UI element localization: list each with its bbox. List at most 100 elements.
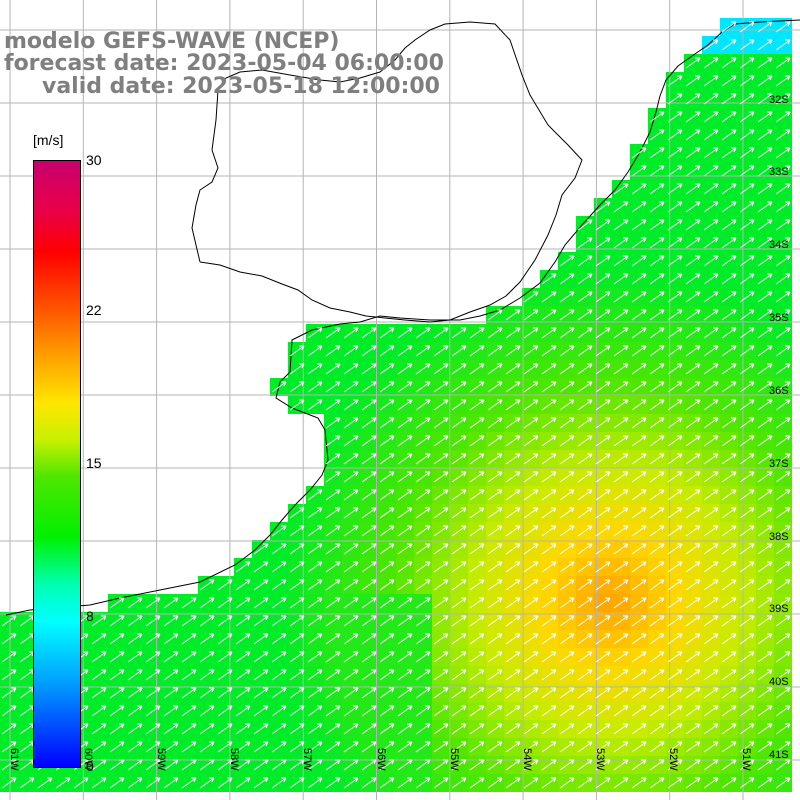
wind-arrow	[721, 777, 737, 789]
wind-arrow	[415, 561, 431, 573]
wind-arrow	[685, 579, 701, 591]
wind-arrow	[739, 615, 755, 627]
wind-arrow	[145, 615, 161, 627]
wind-arrow	[469, 453, 485, 465]
lon-label: 54W	[521, 748, 533, 771]
wind-arrow	[217, 597, 233, 609]
wind-arrow	[559, 417, 575, 429]
wind-arrow	[667, 489, 683, 501]
wind-arrow	[469, 561, 485, 573]
wind-arrow	[361, 669, 377, 681]
wind-arrow	[775, 111, 791, 123]
wind-arrow	[523, 543, 539, 555]
wind-arrow	[757, 597, 773, 609]
wind-arrow	[289, 615, 305, 627]
wind-arrow	[703, 561, 719, 573]
wind-arrow	[325, 399, 341, 411]
lat-label: 32S	[769, 94, 789, 106]
wind-arrow	[145, 777, 161, 789]
wind-arrow	[541, 417, 557, 429]
wind-arrow	[271, 723, 287, 735]
wind-arrow	[487, 687, 503, 699]
wind-arrow	[559, 561, 575, 573]
wind-arrow	[577, 345, 593, 357]
wind-arrow	[379, 435, 395, 447]
wind-arrow	[541, 435, 557, 447]
wind-arrow	[541, 453, 557, 465]
wind-arrow	[217, 741, 233, 753]
wind-arrow	[325, 561, 341, 573]
wind-arrow	[721, 633, 737, 645]
wind-arrow	[721, 687, 737, 699]
wind-arrow	[307, 597, 323, 609]
wind-arrow	[109, 705, 125, 717]
wind-arrow	[109, 687, 125, 699]
wind-arrow	[685, 237, 701, 249]
wind-arrow	[253, 669, 269, 681]
wind-arrow	[649, 741, 665, 753]
wind-arrow	[235, 777, 251, 789]
wind-arrow	[559, 453, 575, 465]
wind-arrow	[253, 741, 269, 753]
wind-arrow	[739, 255, 755, 267]
wind-arrow	[739, 219, 755, 231]
wind-arrow	[577, 237, 593, 249]
wind-arrow	[649, 777, 665, 789]
wind-arrow	[757, 507, 773, 519]
wind-arrow	[325, 363, 341, 375]
wind-arrow	[523, 687, 539, 699]
wind-arrow	[379, 741, 395, 753]
wind-arrow	[451, 525, 467, 537]
lon-label: 61W	[8, 748, 20, 771]
wind-arrow	[667, 219, 683, 231]
wind-arrow	[199, 777, 215, 789]
wind-arrow	[145, 669, 161, 681]
wind-arrow	[631, 579, 647, 591]
wind-arrow	[325, 345, 341, 357]
wind-arrow	[469, 669, 485, 681]
wind-arrow	[577, 453, 593, 465]
wind-arrow	[595, 543, 611, 555]
wind-arrow	[487, 669, 503, 681]
wind-arrow	[523, 363, 539, 375]
wind-arrow	[667, 507, 683, 519]
wind-arrow	[73, 777, 89, 789]
wind-arrow	[91, 615, 107, 627]
wind-arrow	[523, 435, 539, 447]
wind-arrow	[595, 633, 611, 645]
wind-arrow	[757, 741, 773, 753]
wind-arrow	[451, 417, 467, 429]
wind-arrow	[343, 507, 359, 519]
wind-arrow	[757, 309, 773, 321]
wind-arrow	[361, 363, 377, 375]
wind-arrow	[451, 759, 467, 771]
wind-arrow	[505, 525, 521, 537]
wind-arrow	[577, 759, 593, 771]
wind-arrow	[523, 705, 539, 717]
wind-arrow	[757, 543, 773, 555]
wind-arrow	[307, 633, 323, 645]
wind-arrow	[271, 777, 287, 789]
wind-arrow	[739, 435, 755, 447]
wind-arrow	[541, 489, 557, 501]
wind-arrow	[469, 741, 485, 753]
wind-arrow	[739, 489, 755, 501]
wind-arrow	[307, 363, 323, 375]
wind-arrow	[631, 543, 647, 555]
wind-arrow	[667, 273, 683, 285]
wind-arrow	[433, 363, 449, 375]
wind-arrow	[757, 489, 773, 501]
wind-arrow	[127, 687, 143, 699]
wind-arrow	[703, 759, 719, 771]
wind-arrow	[487, 633, 503, 645]
wind-arrow	[487, 705, 503, 717]
wind-arrow	[631, 597, 647, 609]
wind-arrow	[145, 741, 161, 753]
wind-arrow	[703, 687, 719, 699]
wind-arrow	[739, 345, 755, 357]
wind-arrow	[379, 327, 395, 339]
wind-arrow	[595, 399, 611, 411]
wind-arrow	[595, 525, 611, 537]
wind-arrow	[721, 219, 737, 231]
wind-arrow	[649, 237, 665, 249]
